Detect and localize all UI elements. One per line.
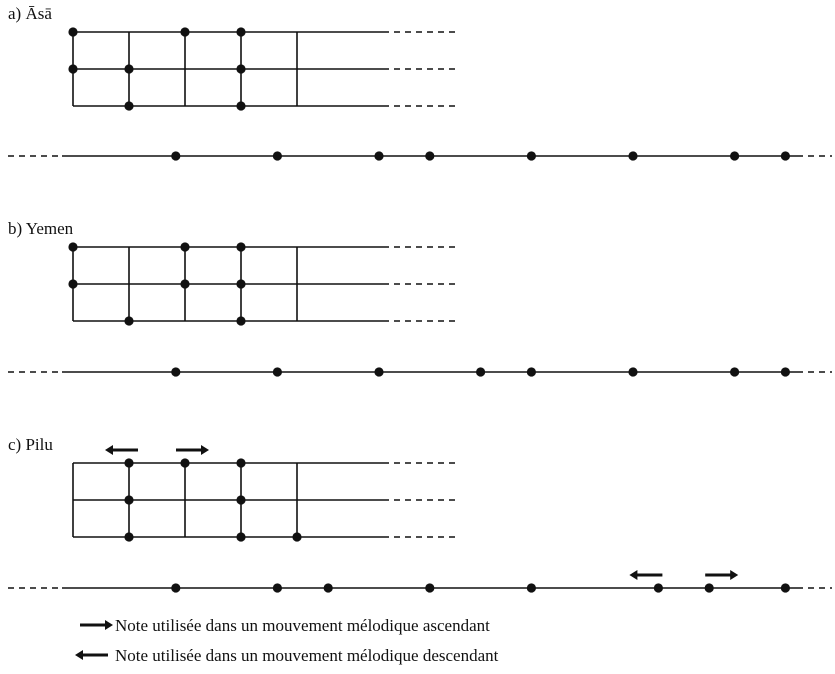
arrow-head [105, 620, 113, 630]
scale-dot [374, 151, 384, 161]
scale-dot [272, 583, 282, 593]
scale-dot [780, 367, 791, 377]
legend: Note utilisée dans un mouvement mélodiqu… [75, 616, 499, 665]
grid-dot [236, 495, 246, 505]
scale-dot [704, 583, 714, 593]
grid-dot [124, 101, 134, 111]
grid-dot [236, 64, 246, 74]
scale-dot [730, 151, 740, 161]
scale-dot [171, 367, 181, 377]
grid-dot [124, 316, 134, 326]
arrow-left-icon [105, 445, 138, 455]
panel-label: c) Pilu [8, 435, 53, 454]
arrow-left-icon [629, 570, 663, 580]
grid-dot [124, 64, 134, 74]
scale-dot [323, 583, 333, 593]
scale-dot [272, 367, 282, 377]
grid-dot [236, 242, 246, 252]
panel-label: a) Āsā [8, 4, 52, 23]
grid-dot [68, 279, 78, 289]
scale-dot [476, 367, 486, 377]
grid-dot [180, 458, 190, 468]
grid-dot [124, 532, 134, 542]
grid-dot [180, 279, 190, 289]
scale-dot [780, 151, 791, 161]
grid-dot [236, 458, 246, 468]
scale-dot [171, 583, 181, 593]
grid-dot [124, 495, 134, 505]
scale-dot [780, 583, 791, 593]
legend-item-right: Note utilisée dans un mouvement mélodiqu… [80, 616, 490, 635]
scale-dot [272, 151, 282, 161]
grid-dot [68, 64, 78, 74]
arrow-head [629, 570, 638, 580]
grid-dot [236, 101, 246, 111]
arrow-head [75, 650, 83, 660]
arrow-head [201, 445, 209, 455]
grid-dot [68, 27, 78, 37]
grid-dot [236, 279, 246, 289]
arrow-head [105, 445, 113, 455]
arrow-right-icon [80, 620, 113, 630]
scale-dot [425, 151, 435, 161]
grid-dot [124, 458, 134, 468]
arrow-right-icon [705, 570, 739, 580]
scale-dot [526, 151, 537, 161]
legend-item-left: Note utilisée dans un mouvement mélodiqu… [75, 646, 499, 665]
scale-dot [628, 151, 638, 161]
legend-text: Note utilisée dans un mouvement mélodiqu… [115, 646, 499, 665]
scale-dot [171, 151, 181, 161]
arrow-right-icon [176, 445, 209, 455]
scale-dot [730, 367, 740, 377]
panel-2: c) Pilu [8, 435, 832, 593]
scale-dot [653, 583, 664, 593]
grid-dot [236, 316, 246, 326]
scale-dot [425, 583, 435, 593]
panel-label: b) Yemen [8, 219, 74, 238]
grid-dot [236, 27, 246, 37]
grid-dot [236, 532, 246, 542]
grid-dot [292, 532, 302, 542]
scale-dot [526, 367, 537, 377]
grid-dot [68, 242, 78, 252]
scale-dot [628, 367, 638, 377]
panel-1: b) Yemen [8, 219, 832, 377]
legend-text: Note utilisée dans un mouvement mélodiqu… [115, 616, 490, 635]
arrow-head [730, 570, 739, 580]
arrow-left-icon [75, 650, 108, 660]
scale-dot [526, 583, 537, 593]
grid-dot [180, 27, 190, 37]
scale-dot [374, 367, 384, 377]
panel-0: a) Āsā [8, 4, 832, 161]
grid-dot [180, 242, 190, 252]
